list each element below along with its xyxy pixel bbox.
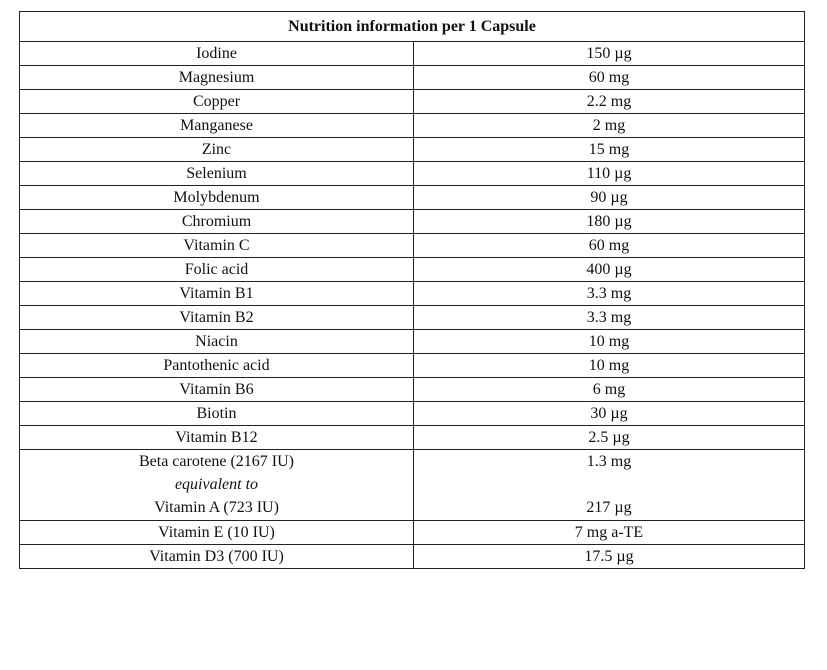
- nutrient-amount: 10 mg: [413, 353, 805, 378]
- table-row: Selenium 110 µg: [19, 161, 805, 186]
- table-row: Pantothenic acid 10 mg: [19, 353, 805, 378]
- nutrient-name-multiline: Beta carotene (2167 IU) equivalent to Vi…: [19, 449, 414, 521]
- nutrient-name: Vitamin B12: [19, 425, 414, 450]
- nutrient-name: Iodine: [19, 41, 414, 66]
- table-row: Vitamin E (10 IU) 7 mg a-TE: [19, 520, 805, 545]
- nutrient-amount: 60 mg: [413, 65, 805, 90]
- table-row: Biotin 30 µg: [19, 401, 805, 426]
- nutrient-name: Zinc: [19, 137, 414, 162]
- nutrient-amount: 30 µg: [413, 401, 805, 426]
- nutrient-name: Vitamin E (10 IU): [19, 520, 414, 545]
- nutrient-amount: 10 mg: [413, 329, 805, 354]
- nutrient-amount: 90 µg: [413, 185, 805, 210]
- vitamin-a-amount: 217 µg: [586, 499, 632, 516]
- nutrient-name: Vitamin B6: [19, 377, 414, 402]
- nutrient-name: Manganese: [19, 113, 414, 138]
- table-row: Iodine 150 µg: [19, 41, 805, 66]
- nutrient-name: Folic acid: [19, 257, 414, 282]
- nutrient-amount: 3.3 mg: [413, 305, 805, 330]
- equivalent-to-label: equivalent to: [174, 476, 259, 493]
- beta-carotene-label: Beta carotene (2167 IU): [138, 453, 295, 470]
- nutrient-amount-multiline: 1.3 mg 217 µg: [413, 449, 805, 521]
- nutrient-amount: 110 µg: [413, 161, 805, 186]
- nutrient-amount: 6 mg: [413, 377, 805, 402]
- nutrient-amount: 400 µg: [413, 257, 805, 282]
- nutrient-name: Vitamin D3 (700 IU): [19, 544, 414, 569]
- table-body: Iodine 150 µg Magnesium 60 mg Copper 2.2 mg…: [19, 41, 805, 569]
- nutrient-amount: 60 mg: [413, 233, 805, 258]
- table-row: Vitamin B1 3.3 mg: [19, 281, 805, 306]
- table-row: Molybdenum 90 µg: [19, 185, 805, 210]
- table-row: Vitamin B12 2.5 µg: [19, 425, 805, 450]
- nutrient-amount: 3.3 mg: [413, 281, 805, 306]
- nutrient-name: Vitamin B2: [19, 305, 414, 330]
- nutrient-name: Pantothenic acid: [19, 353, 414, 378]
- spacer: [414, 474, 804, 496]
- nutrient-name: Biotin: [19, 401, 414, 426]
- nutrient-amount: 2 mg: [413, 113, 805, 138]
- nutrient-name: Molybdenum: [19, 185, 414, 210]
- table-row: Niacin 10 mg: [19, 329, 805, 354]
- table-row: Magnesium 60 mg: [19, 65, 805, 90]
- table-row: Zinc 15 mg: [19, 137, 805, 162]
- nutrient-amount: 7 mg a-TE: [413, 520, 805, 545]
- table-row: Vitamin B2 3.3 mg: [19, 305, 805, 330]
- nutrient-name: Copper: [19, 89, 414, 114]
- nutrient-name: Selenium: [19, 161, 414, 186]
- nutrient-amount: 2.2 mg: [413, 89, 805, 114]
- table-row: Vitamin D3 (700 IU) 17.5 µg: [19, 544, 805, 569]
- nutrient-amount: 2.5 µg: [413, 425, 805, 450]
- table-row: Chromium 180 µg: [19, 209, 805, 234]
- nutrient-name: Niacin: [19, 329, 414, 354]
- table-title: Nutrition information per 1 Capsule: [19, 11, 805, 42]
- nutrient-name: Chromium: [19, 209, 414, 234]
- table-row: Copper 2.2 mg: [19, 89, 805, 114]
- nutrient-name: Vitamin B1: [19, 281, 414, 306]
- nutrient-amount: 150 µg: [413, 41, 805, 66]
- table-row: Vitamin B6 6 mg: [19, 377, 805, 402]
- nutrient-amount: 180 µg: [413, 209, 805, 234]
- nutrient-name: Vitamin C: [19, 233, 414, 258]
- nutrient-name: Magnesium: [19, 65, 414, 90]
- table-row: Manganese 2 mg: [19, 113, 805, 138]
- nutrient-amount: 17.5 µg: [413, 544, 805, 569]
- table-row-beta-carotene: Beta carotene (2167 IU) equivalent to Vi…: [19, 449, 805, 521]
- nutrient-amount: 15 mg: [413, 137, 805, 162]
- vitamin-a-label: Vitamin A (723 IU): [154, 499, 279, 516]
- table-row: Vitamin C 60 mg: [19, 233, 805, 258]
- table-row: Folic acid 400 µg: [19, 257, 805, 282]
- beta-carotene-amount: 1.3 mg: [586, 453, 632, 470]
- nutrition-table: Nutrition information per 1 Capsule Iodi…: [19, 11, 805, 569]
- table-header-row: Nutrition information per 1 Capsule: [19, 11, 805, 42]
